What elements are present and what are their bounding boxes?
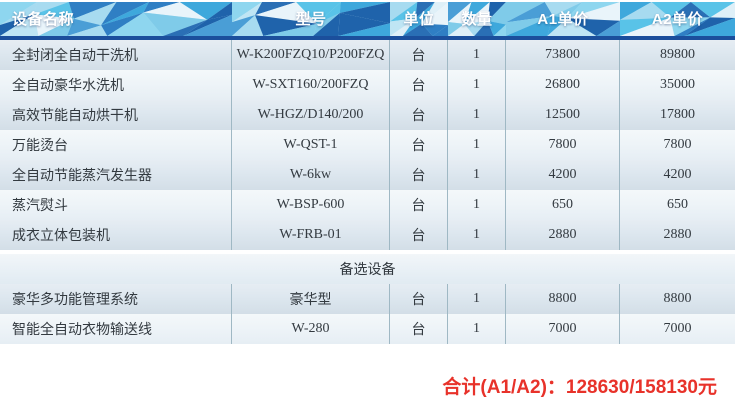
cell-a1: 2880	[506, 220, 620, 250]
cell-unit: 台	[390, 190, 448, 220]
cell-a2: 4200	[663, 167, 692, 182]
column-header-name[interactable]: 设备名称	[0, 0, 232, 40]
header-polygon-pattern	[506, 2, 620, 36]
cell-a2: 650	[667, 197, 688, 212]
cell-model: W-K200FZQ10/P200FZQ	[232, 40, 390, 70]
cell-qty: 1	[448, 220, 506, 250]
header-polygon-pattern	[620, 2, 735, 36]
column-header-label-qty: 数量	[461, 10, 493, 28]
cell-a2: 89800	[660, 47, 695, 62]
table-row[interactable]: 全封闭全自动干洗机 W-K200FZQ10/P200FZQ 台 1 73800 89800	[0, 40, 735, 70]
cell-qty: 1	[448, 190, 506, 220]
column-header-qty[interactable]: 数量	[448, 0, 506, 40]
cell-unit: 台	[390, 100, 448, 130]
column-header-label-a2: A2单价	[651, 10, 704, 28]
table-row[interactable]: 蒸汽熨斗 W-BSP-600 台 1 650 650	[0, 190, 735, 220]
cell-qty: 1	[448, 40, 506, 70]
cell-a2: 7800	[663, 137, 692, 152]
header-polygon-pattern	[390, 2, 448, 36]
table-row[interactable]: 豪华多功能管理系统 豪华型台 1 8800 8800	[0, 284, 735, 314]
column-header-a2[interactable]: A2单价	[620, 0, 735, 40]
column-header-label-model: 型号	[295, 10, 327, 28]
column-header-label-unit: 单位	[403, 10, 435, 28]
cell-model: W-280	[232, 314, 390, 344]
section-divider-label: 备选设备	[339, 263, 396, 278]
cell-qty: 1	[448, 130, 506, 160]
cell-a2: 7000	[663, 321, 692, 336]
table-row[interactable]: 全自动节能蒸汽发生器 W-6kw 台 1 4200 4200	[0, 160, 735, 190]
cell-name: 全封闭全自动干洗机	[0, 40, 232, 70]
cell-model: W-QST-1	[232, 130, 390, 160]
header-underline-bar	[620, 36, 735, 40]
cell-a1: 26800	[506, 70, 620, 100]
cell-unit: 台	[390, 220, 448, 250]
header-polygon-pattern	[232, 2, 390, 36]
cell-model: W-6kw	[232, 160, 390, 190]
cell-a2: 17800	[660, 107, 695, 122]
cell-a1: 4200	[506, 160, 620, 190]
cell-qty: 1	[448, 160, 506, 190]
cell-model: 豪华型	[232, 284, 390, 314]
cell-name: 蒸汽熨斗	[0, 190, 232, 220]
section-divider-row: 备选设备	[0, 254, 735, 284]
cell-unit: 台	[390, 40, 448, 70]
table-header-row: 设备名称 型号 单位 数量 A1单价 A2单价	[0, 0, 735, 40]
cell-unit: 台	[390, 314, 448, 344]
cell-qty: 1	[448, 314, 506, 344]
cell-a1: 12500	[506, 100, 620, 130]
cell-a1: 8800	[506, 284, 620, 314]
column-header-label-a1: A1单价	[537, 10, 589, 28]
header-underline-bar	[448, 36, 506, 40]
cell-name: 万能烫台	[0, 130, 232, 160]
cell-name: 高效节能自动烘干机	[0, 100, 232, 130]
row-spacer	[0, 250, 735, 254]
cell-model: W-HGZ/D140/200	[232, 100, 390, 130]
cell-qty: 1	[448, 70, 506, 100]
cell-unit: 台	[390, 130, 448, 160]
cell-a1: 650	[506, 190, 620, 220]
column-header-unit[interactable]: 单位	[390, 0, 448, 40]
header-underline-bar	[506, 36, 620, 40]
cell-name: 豪华多功能管理系统	[0, 284, 232, 314]
cell-a2: 35000	[660, 77, 695, 92]
cell-a2: 8800	[663, 291, 692, 306]
cell-name: 智能全自动衣物输送线	[0, 314, 232, 344]
cell-name: 成衣立体包装机	[0, 220, 232, 250]
cell-a1: 73800	[506, 40, 620, 70]
cell-qty: 1	[448, 100, 506, 130]
cell-model: W-BSP-600	[232, 190, 390, 220]
cell-unit: 台	[390, 284, 448, 314]
header-underline-bar	[0, 36, 232, 40]
cell-name: 全自动豪华水洗机	[0, 70, 232, 100]
column-header-label-name: 设备名称	[12, 10, 75, 28]
column-header-model[interactable]: 型号	[232, 0, 390, 40]
cell-model: W-FRB-01	[232, 220, 390, 250]
table-row[interactable]: 万能烫台 W-QST-1 台 1 7800 7800	[0, 130, 735, 160]
header-underline-bar	[232, 36, 390, 40]
table-body: 全封闭全自动干洗机 W-K200FZQ10/P200FZQ 台 1 73800 89800…	[0, 40, 735, 344]
cell-unit: 台	[390, 70, 448, 100]
cell-unit: 台	[390, 160, 448, 190]
table-row[interactable]: 智能全自动衣物输送线 W-280 台 1 7000 7000	[0, 314, 735, 344]
cell-model: W-SXT160/200FZQ	[232, 70, 390, 100]
column-header-a1[interactable]: A1单价	[506, 0, 620, 40]
cell-a1: 7800	[506, 130, 620, 160]
table-row[interactable]: 成衣立体包装机 W-FRB-01 台 1 2880 2880	[0, 220, 735, 250]
table-row[interactable]: 全自动豪华水洗机 W-SXT160/200FZQ 台 1 26800 35000	[0, 70, 735, 100]
cell-qty: 1	[448, 284, 506, 314]
total-amount-label: 合计(A1/A2)：128630/158130元	[442, 377, 717, 398]
header-underline-bar	[390, 36, 448, 40]
cell-name: 全自动节能蒸汽发生器	[0, 160, 232, 190]
table-row[interactable]: 高效节能自动烘干机 W-HGZ/D140/200 台 1 12500 17800	[0, 100, 735, 130]
header-polygon-pattern	[448, 2, 506, 36]
cell-a1: 7000	[506, 314, 620, 344]
cell-a2: 2880	[663, 227, 692, 242]
header-polygon-pattern	[0, 2, 232, 36]
